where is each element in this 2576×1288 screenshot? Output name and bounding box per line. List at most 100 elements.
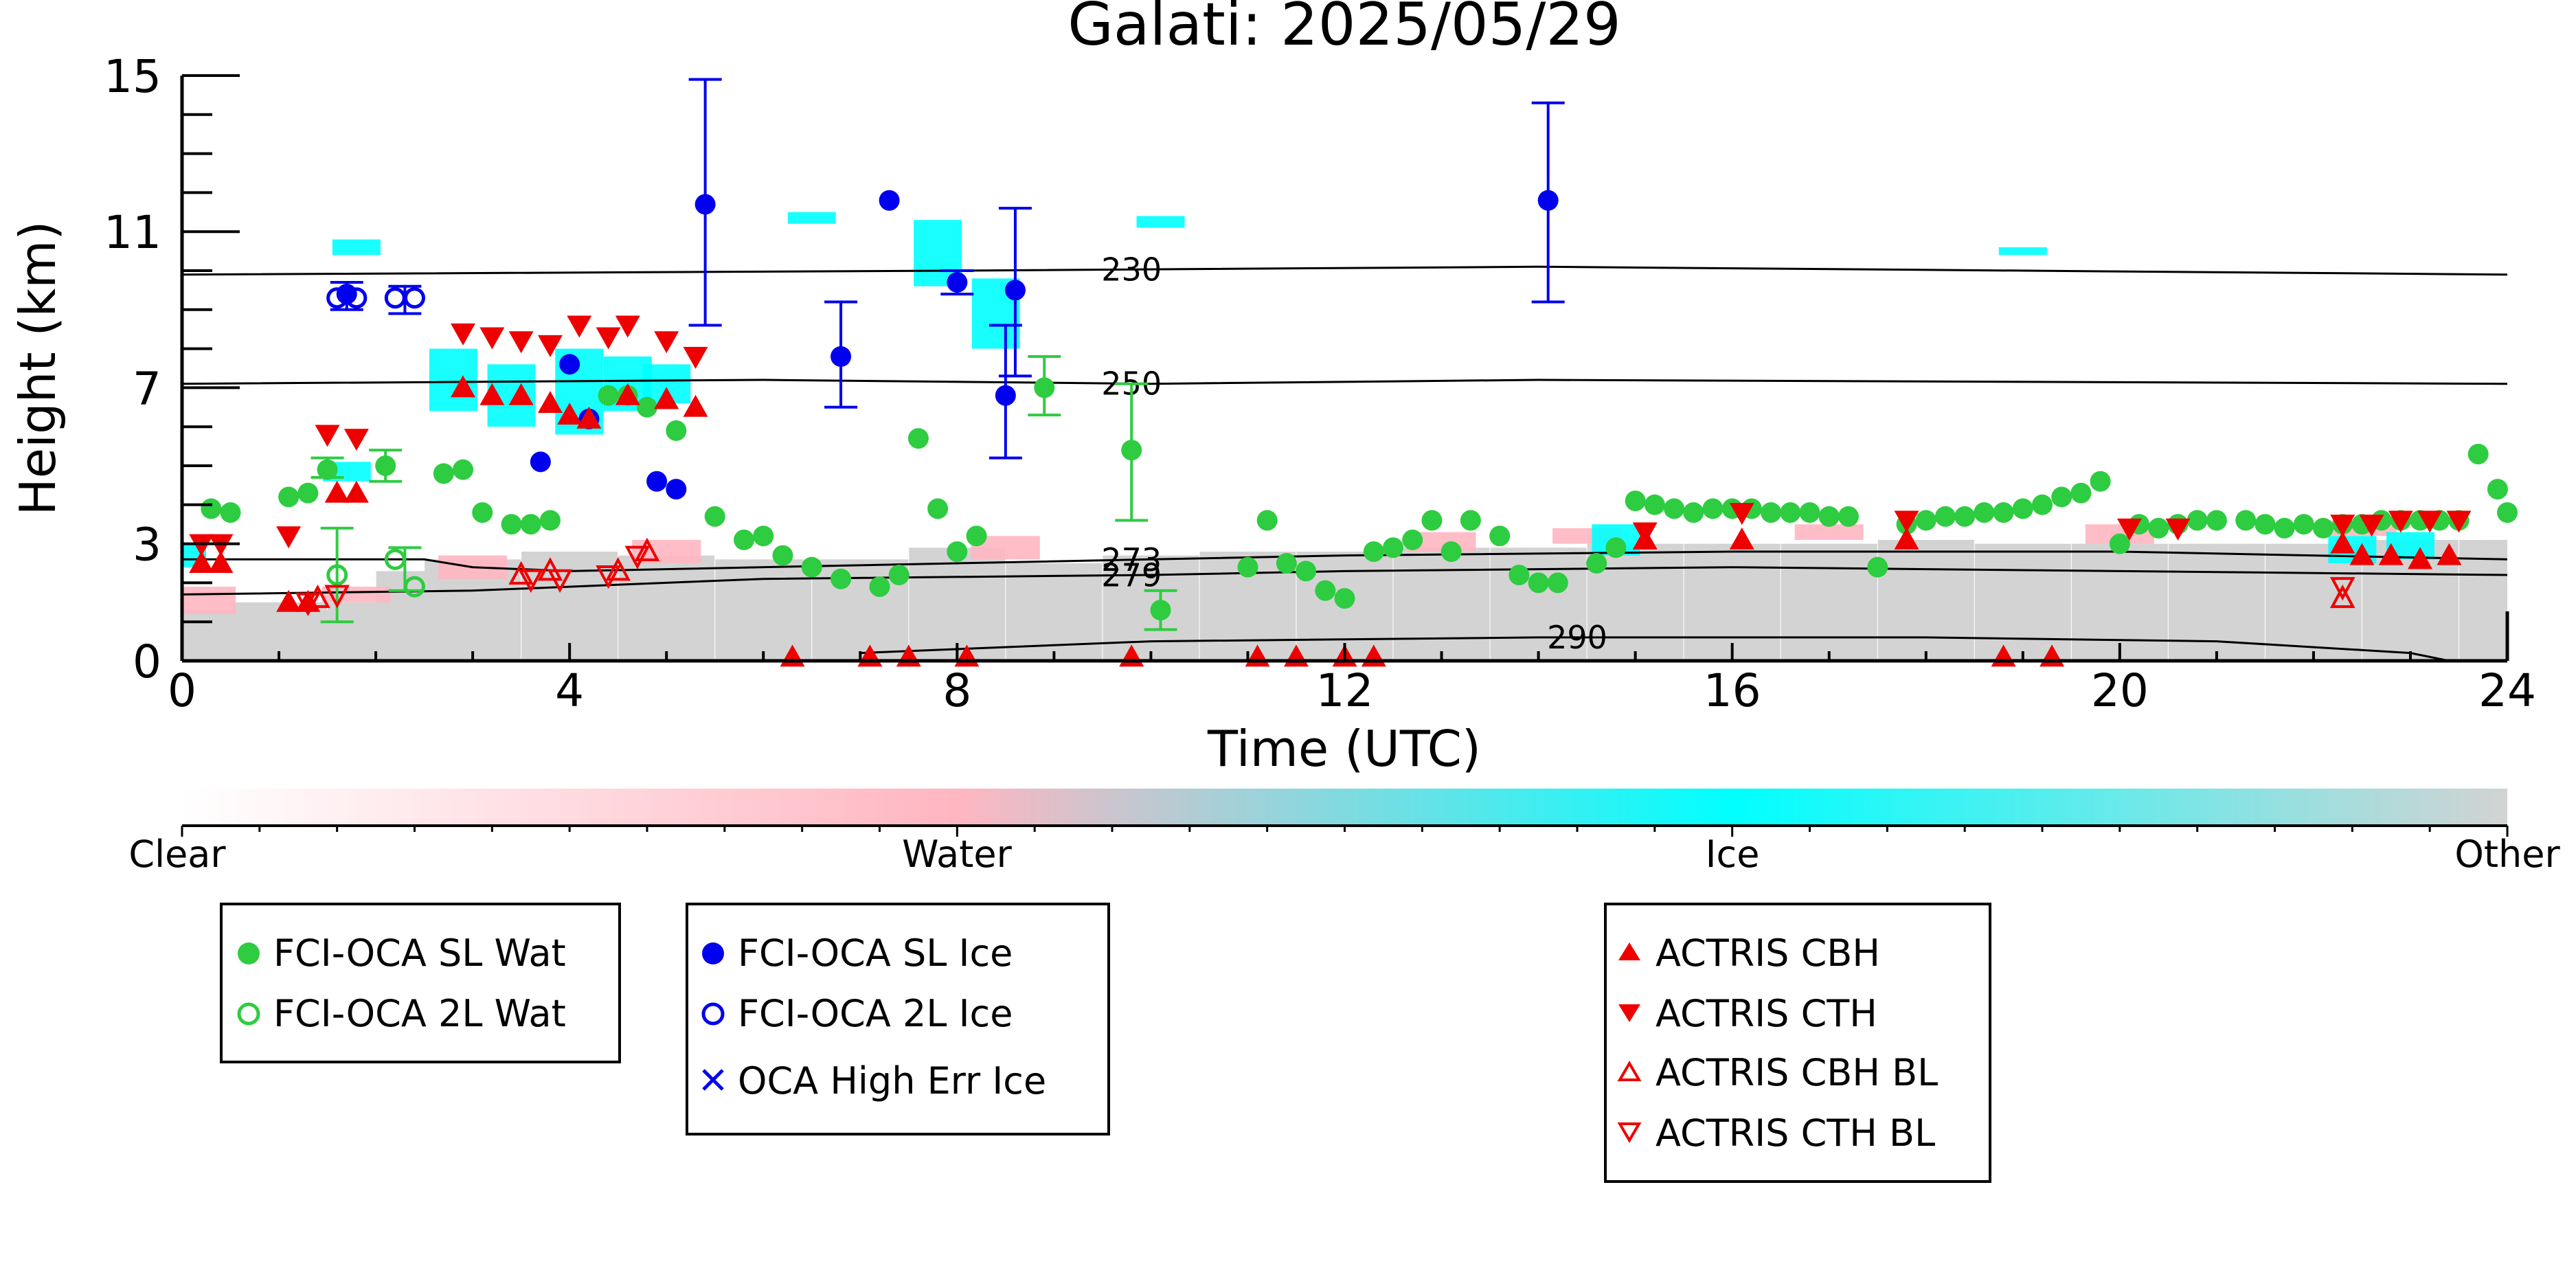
colorbar-label-water: Water <box>902 833 1012 876</box>
point-fci-oca-sl-wat <box>297 482 319 504</box>
point-fci-oca-sl-wat <box>1547 572 1568 594</box>
point-fci-oca-sl-wat <box>598 385 619 406</box>
point-fci-oca-sl-wat <box>2070 482 2092 504</box>
point-actris-cth <box>2446 510 2472 533</box>
point-fci-oca-sl-wat <box>453 459 474 480</box>
point-fci-oca-sl-wat <box>1799 502 1820 523</box>
point-fci-oca-sl-wat <box>947 541 968 562</box>
legend-marker-cth-bl <box>1617 1122 1642 1143</box>
legend-label-cbh: ACTRIS CBH <box>1656 931 1880 975</box>
legend-label-sl-ice: FCI-OCA SL Ice <box>738 931 1013 975</box>
mask-other-segment <box>618 555 715 661</box>
point-fci-oca-sl-wat <box>966 526 987 547</box>
point-actris-cth <box>1894 510 1919 533</box>
point-actris-cth <box>2388 510 2413 533</box>
legend-water: FCI-OCA SL Wat FCI-OCA 2L Wat <box>220 903 621 1063</box>
legend-marker-2l-wat <box>237 1002 260 1026</box>
mask-water-segment <box>182 587 236 614</box>
y-ticks: 0 3 7 11 15 <box>104 50 240 688</box>
point-fci-oca-sl-wat <box>520 514 541 535</box>
point-fci-oca-sl-wat <box>888 565 909 586</box>
mask-other-segment <box>1684 543 1781 661</box>
point-actris-cbh <box>2437 543 2462 565</box>
point-fci-oca-2l-ice <box>384 287 406 309</box>
point-fci-oca-sl-wat <box>2187 510 2208 531</box>
point-fci-oca-sl-wat <box>2255 514 2276 535</box>
mask-other-segment <box>1490 547 1587 661</box>
point-fci-oca-sl-wat <box>2090 471 2111 492</box>
point-fci-oca-sl-wat <box>1421 510 1443 531</box>
mask-ice-segment <box>1998 247 2047 256</box>
mask-other-segment <box>1877 539 1974 661</box>
point-actris-cth-bl <box>2329 577 2355 601</box>
point-actris-cbh <box>451 375 476 398</box>
colorbar-gradient <box>182 789 2507 826</box>
x-tick-label: 20 <box>2091 664 2149 717</box>
point-actris-cbh <box>557 403 583 425</box>
point-fci-oca-sl-wat <box>1974 502 1995 523</box>
legend-label-sl-wat: FCI-OCA SL Wat <box>273 931 566 975</box>
isotherm-line-250 <box>182 379 2507 385</box>
point-actris-cth-bl <box>295 592 321 617</box>
point-fci-oca-sl-wat <box>501 514 522 535</box>
point-fci-oca-sl-ice <box>646 471 668 492</box>
point-fci-oca-sl-wat <box>2235 510 2257 531</box>
point-fci-oca-sl-wat <box>433 463 454 484</box>
point-fci-oca-sl-wat <box>1993 502 2014 523</box>
point-fci-oca-sl-wat <box>1761 502 1782 523</box>
mask-water-segment <box>321 587 391 602</box>
point-fci-oca-sl-wat <box>772 545 793 566</box>
point-actris-cbh <box>189 551 214 573</box>
point-actris-cth <box>2116 518 2142 541</box>
point-actris-cbh <box>2378 543 2404 565</box>
point-actris-cth <box>654 331 679 354</box>
y-tick-label: 15 <box>104 50 161 103</box>
legend-actris-box <box>1604 903 1991 1183</box>
isotherm-label-273: 273 <box>1101 541 1162 578</box>
legend-ice-box <box>686 903 1110 1136</box>
point-fci-oca-sl-wat <box>2274 517 2295 539</box>
point-fci-oca-2l-wat <box>326 564 348 586</box>
point-actris-cbh <box>1729 527 1754 550</box>
point-fci-oca-sl-wat <box>2497 502 2518 523</box>
point-fci-oca-sl-wat <box>1460 510 1481 531</box>
point-fci-oca-sl-wat <box>1586 553 1607 574</box>
point-fci-oca-sl-wat <box>1664 498 1685 519</box>
legend-actris: ACTRIS CBH ACTRIS CTH ACTRIS CBH BL ACTR… <box>1604 903 1991 1183</box>
mask-ice-segment <box>332 239 381 256</box>
point-fci-oca-sl-wat <box>1867 556 1888 578</box>
point-fci-oca-sl-wat <box>753 526 774 547</box>
point-actris-cbh <box>2349 543 2375 565</box>
colorbar-label-clear: Clear <box>128 833 226 876</box>
x-ticks: 0 4 8 12 16 20 24 <box>168 643 2536 717</box>
point-actris-cbh <box>615 383 640 405</box>
point-fci-oca-sl-wat <box>2109 533 2130 554</box>
x-axis-label: Time (UTC) <box>1207 720 1481 778</box>
point-actris-cbh <box>324 480 350 503</box>
legend-marker-cbh <box>1618 942 1640 960</box>
point-actris-cth-bl <box>624 545 651 569</box>
point-fci-oca-sl-wat <box>1954 506 1976 527</box>
point-fci-oca-sl-wat <box>2467 443 2489 464</box>
y-tick-label: 11 <box>104 206 161 259</box>
colorbar: Clear Water Ice Other <box>128 789 2560 876</box>
point-fci-oca-sl-wat <box>1402 529 1423 550</box>
point-fci-oca-sl-wat <box>278 486 300 508</box>
point-fci-oca-sl-wat <box>2293 514 2314 535</box>
legend-label-cth-bl: ACTRIS CTH BL <box>1656 1111 1935 1155</box>
x-tick-label: 12 <box>1316 664 1374 717</box>
mask-other-segment <box>909 547 1006 661</box>
y-tick-label: 3 <box>133 519 161 572</box>
legend-water-box <box>220 903 621 1063</box>
mask-other-segment <box>715 559 812 661</box>
point-fci-oca-sl-wat <box>1363 541 1384 562</box>
point-fci-oca-sl-ice <box>530 451 551 473</box>
point-actris-cbh <box>343 480 369 503</box>
point-fci-oca-sl-wat <box>1509 565 1530 586</box>
isotherm-line-230 <box>182 265 2507 276</box>
point-fci-oca-sl-wat <box>1296 561 1317 582</box>
point-fci-oca-sl-wat <box>1440 541 1462 562</box>
point-actris-cth <box>479 327 505 350</box>
legend-label-cth: ACTRIS CTH <box>1656 992 1877 1035</box>
legend-label-2l-wat: FCI-OCA 2L Wat <box>273 992 566 1035</box>
